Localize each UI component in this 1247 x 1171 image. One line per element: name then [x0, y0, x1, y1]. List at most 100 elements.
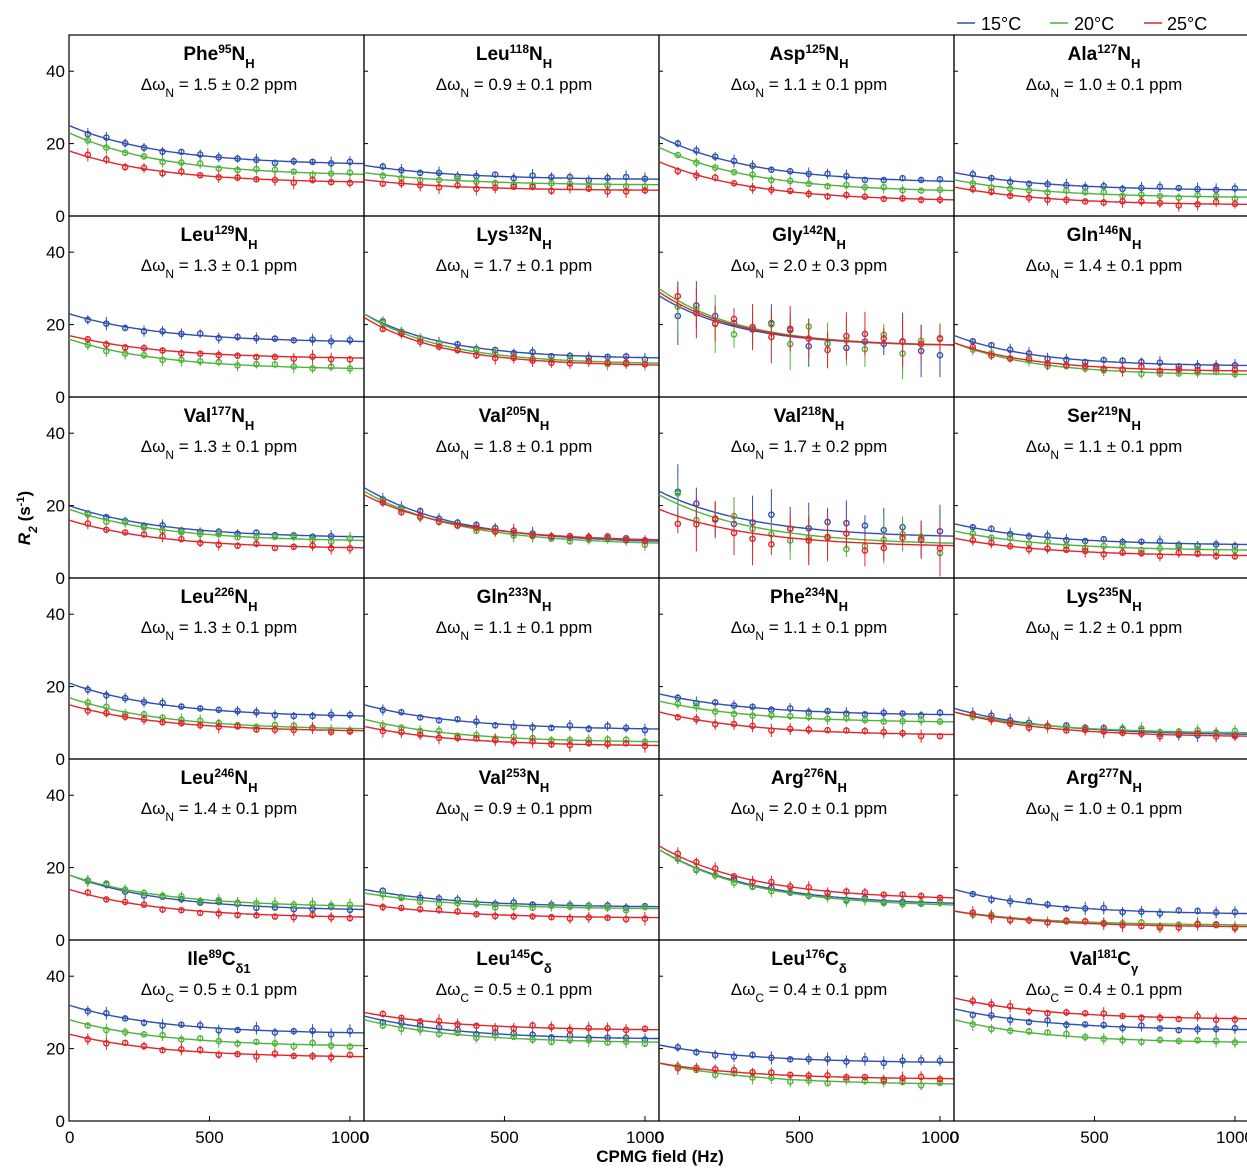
data-point: [585, 914, 593, 921]
data-point: [196, 160, 204, 167]
legend-label-25c: 25°C: [1167, 14, 1207, 34]
data-point: [988, 716, 995, 723]
data-point: [346, 535, 354, 542]
data-point: [196, 1021, 204, 1029]
data-point: [1025, 355, 1033, 362]
data-point: [1194, 729, 1201, 737]
panel-delta-omega: ΔωN = 0.9 ± 0.1 ppm: [436, 75, 593, 100]
data-point: [1081, 918, 1089, 925]
panel-title: Leu145Cδ: [476, 947, 552, 976]
data-point: [1194, 1012, 1201, 1020]
data-point: [84, 335, 92, 343]
data-point: [510, 1033, 518, 1041]
panel-title: Gln146NH: [1067, 223, 1142, 252]
data-point: [379, 163, 387, 170]
data-point: [861, 547, 869, 554]
data-point: [215, 351, 223, 359]
data-point: [969, 890, 977, 898]
data-point: [253, 912, 260, 919]
data-point: [674, 850, 682, 857]
data-point: [786, 325, 794, 332]
panel-val218: Val218NH ΔωN = 1.7 ± 0.2 ppm: [658, 396, 955, 579]
data-point: [271, 544, 279, 552]
data-point: [103, 144, 110, 151]
data-point: [824, 889, 831, 897]
data-point: [988, 1025, 995, 1033]
data-point: [454, 346, 461, 354]
data-point: [917, 340, 925, 348]
panel-delta-omega: ΔωN = 1.8 ± 0.1 ppm: [436, 437, 593, 462]
data-point: [1194, 921, 1201, 928]
data-point: [253, 1053, 260, 1060]
data-point: [178, 330, 185, 338]
data-point: [1156, 910, 1164, 917]
data-point: [988, 539, 995, 547]
data-point: [379, 172, 387, 180]
data-point: [1044, 1009, 1051, 1017]
data-point: [880, 709, 888, 717]
data-point: [1231, 1024, 1239, 1032]
data-point: [730, 702, 738, 709]
panel-title: Lys235NH: [1066, 585, 1141, 614]
data-point: [641, 175, 649, 183]
data-point: [1231, 924, 1239, 932]
data-point: [309, 1027, 316, 1035]
fit-curve-15°C: [953, 171, 1247, 191]
data-point: [711, 153, 719, 160]
data-point: [604, 722, 611, 730]
data-point: [309, 158, 316, 166]
data-point: [1025, 180, 1033, 187]
data-point: [529, 913, 536, 920]
data-point: [159, 906, 166, 913]
data-point: [290, 543, 298, 551]
data-point: [969, 536, 977, 544]
data-point: [271, 166, 279, 174]
data-point: [196, 1046, 204, 1054]
data-point: [491, 912, 499, 920]
data-point: [529, 183, 536, 191]
data-point: [749, 1051, 756, 1059]
data-point: [786, 525, 794, 533]
fit-curve-20°C: [658, 494, 954, 544]
data-point: [768, 176, 775, 184]
data-point: [398, 728, 405, 736]
data-point: [1138, 363, 1145, 371]
data-point: [1025, 916, 1033, 924]
data-point: [622, 1026, 630, 1034]
fit-curve-15°C: [68, 874, 365, 911]
data-point: [346, 545, 354, 552]
x-tick-label: 500: [195, 1128, 223, 1147]
data-point: [548, 913, 555, 921]
data-point: [398, 330, 405, 337]
data-point: [1212, 921, 1220, 928]
data-point: [988, 188, 995, 196]
data-point: [1138, 1022, 1145, 1029]
y-tick-label: 40: [46, 62, 65, 81]
data-point: [566, 532, 574, 540]
data-point: [566, 741, 574, 749]
y-tick-label: 20: [46, 859, 65, 878]
data-point: [346, 1051, 354, 1059]
data-point: [435, 184, 443, 191]
data-point: [140, 1019, 148, 1027]
data-point: [416, 181, 424, 189]
data-point: [880, 718, 888, 725]
data-point: [641, 1025, 649, 1033]
panel-ile89: Ile89Cδ1 ΔωC = 0.5 ± 0.1 ppm: [68, 939, 365, 1122]
data-point: [196, 357, 204, 365]
data-point: [121, 149, 129, 157]
data-point: [585, 725, 593, 733]
data-point: [1138, 184, 1145, 192]
data-point: [398, 166, 405, 174]
data-point: [641, 915, 649, 922]
data-point: [84, 316, 92, 324]
data-point: [253, 726, 260, 733]
panel-frame: [68, 215, 365, 398]
data-point: [309, 911, 316, 919]
data-point: [1081, 905, 1089, 912]
data-point: [730, 1066, 738, 1074]
data-point: [1100, 199, 1108, 206]
data-point: [1081, 1021, 1089, 1028]
data-point: [290, 168, 298, 175]
data-point: [585, 903, 593, 910]
